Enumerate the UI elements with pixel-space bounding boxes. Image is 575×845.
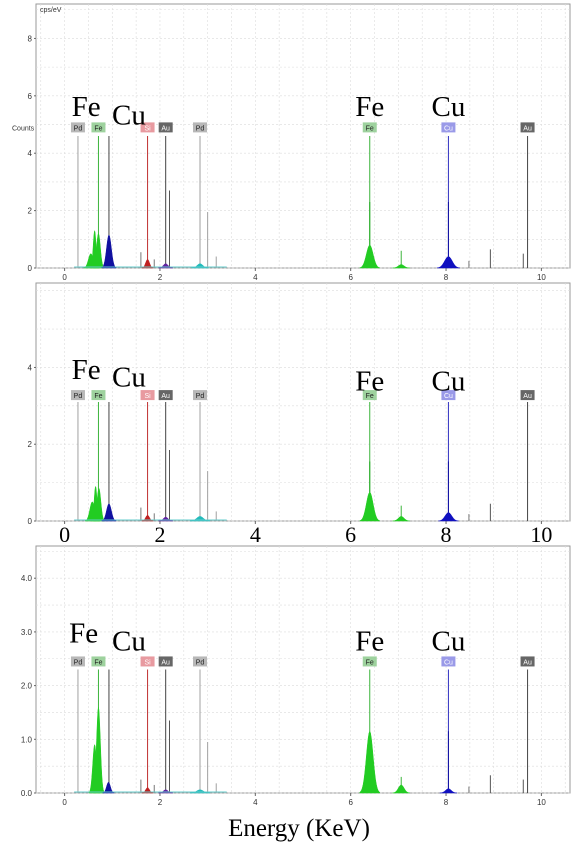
element-label-large: Cu xyxy=(431,91,465,123)
tag-label: Fe xyxy=(366,125,374,132)
x-tick-label: 2 xyxy=(154,522,165,547)
x-tick-label: 8 xyxy=(441,522,452,547)
tag-label: Pd xyxy=(196,125,205,132)
plot-frame xyxy=(36,283,570,521)
y-tick-label: 2.0 xyxy=(21,682,33,691)
x-tick-label: 0 xyxy=(59,522,70,547)
element-tag-fe: Fe xyxy=(91,122,105,132)
element-label-large: Fe xyxy=(355,626,384,658)
y-tick-label: 8 xyxy=(28,34,33,43)
y-tick-label: 1.0 xyxy=(21,735,33,744)
x-tick-label: 6 xyxy=(348,273,353,282)
tag-label: Pd xyxy=(196,659,205,666)
x-tick-label: 2 xyxy=(158,798,163,807)
tag-label: Fe xyxy=(94,393,102,400)
x-tick-label: 8 xyxy=(444,273,449,282)
y-tick-label: 4 xyxy=(28,149,33,158)
element-tag-fe: Fe xyxy=(91,656,105,666)
tag-label: Pd xyxy=(74,393,83,400)
y-counts-label: Counts xyxy=(12,125,35,132)
tag-label: Fe xyxy=(366,659,374,666)
x-tick-label: 0 xyxy=(62,273,67,282)
element-tag-au: Au xyxy=(159,122,173,132)
element-tag-pd: Pd xyxy=(193,122,207,132)
spectrum-panel-1: 0 2 4 6 8 0 2 4 6 8 10 cps/eV Counts Pd Fe Si Au Pd Fe Cu Au… xyxy=(12,4,570,282)
y-tick-label: 2 xyxy=(28,440,33,449)
y-tick-label: 4.0 xyxy=(21,574,33,583)
element-label-large: Fe xyxy=(69,618,98,650)
x-tick-label: 6 xyxy=(348,798,353,807)
element-label-large: Fe xyxy=(355,365,384,397)
x-tick-label: 4 xyxy=(253,798,258,807)
tag-label: Au xyxy=(161,125,170,132)
element-tag-au: Au xyxy=(521,390,535,400)
element-label-large: Fe xyxy=(72,354,101,386)
element-tag-au: Au xyxy=(521,656,535,666)
y-unit-label: cps/eV xyxy=(40,7,62,14)
tag-label: Si xyxy=(144,659,151,666)
element-label-large: Fe xyxy=(72,91,101,123)
y-tick-label: 6 xyxy=(28,92,33,101)
element-tag-au: Au xyxy=(521,122,535,132)
y-tick-label: 0 xyxy=(28,517,33,526)
tag-label: Pd xyxy=(74,125,83,132)
x-tick-label: 10 xyxy=(530,522,552,547)
tag-label: Cu xyxy=(444,125,453,132)
y-tick-label: 4 xyxy=(28,363,33,372)
element-label-large: Cu xyxy=(112,100,146,132)
tag-label: Au xyxy=(161,659,170,666)
element-tag-pd: Pd xyxy=(71,656,85,666)
tag-label: Cu xyxy=(444,659,453,666)
tag-label: Si xyxy=(144,393,151,400)
element-label-large: Cu xyxy=(112,362,146,394)
element-tag-fe: Fe xyxy=(363,656,377,666)
element-tag-cu: Cu xyxy=(441,656,455,666)
spectrum-panel-3: 0.0 1.0 2.0 3.0 4.0 0 2 4 6 8 10 Pd Fe Si Au Pd Fe Cu Au Fe… xyxy=(21,546,570,842)
element-tag-au: Au xyxy=(159,390,173,400)
y-tick-label: 2 xyxy=(28,207,33,216)
x-tick-label: 4 xyxy=(253,273,258,282)
x-tick-label: 0 xyxy=(62,798,67,807)
tag-label: Au xyxy=(523,659,532,666)
tag-label: Pd xyxy=(74,659,83,666)
tag-label: Au xyxy=(161,393,170,400)
element-tag-au: Au xyxy=(159,656,173,666)
element-tag-cu: Cu xyxy=(441,122,455,132)
x-tick-label: 2 xyxy=(158,273,163,282)
element-tag-pd: Pd xyxy=(71,122,85,132)
x-tick-label: 6 xyxy=(345,522,356,547)
element-tag-pd: Pd xyxy=(193,390,207,400)
y-tick-label: 0 xyxy=(28,264,33,273)
element-label-large: Cu xyxy=(431,626,465,658)
element-tag-fe: Fe xyxy=(91,390,105,400)
element-tag-pd: Pd xyxy=(71,390,85,400)
x-axis-title: Energy (KeV) xyxy=(228,815,370,842)
x-tick-label: 8 xyxy=(444,798,449,807)
x-tick-label: 10 xyxy=(537,273,546,282)
tag-label: Au xyxy=(523,125,532,132)
element-label-large: Fe xyxy=(355,91,384,123)
element-label-large: Cu xyxy=(431,365,465,397)
tag-label: Fe xyxy=(94,125,102,132)
element-tag-si: Si xyxy=(141,656,155,666)
tag-label: Au xyxy=(523,393,532,400)
tag-label: Pd xyxy=(196,393,205,400)
y-tick-label: 3.0 xyxy=(21,628,33,637)
tag-label: Fe xyxy=(94,659,102,666)
element-tag-fe: Fe xyxy=(363,122,377,132)
x-tick-label: 10 xyxy=(537,798,546,807)
y-tick-label: 0.0 xyxy=(21,789,33,798)
element-tag-pd: Pd xyxy=(193,656,207,666)
element-label-large: Cu xyxy=(112,626,146,658)
x-tick-label: 4 xyxy=(250,522,261,547)
